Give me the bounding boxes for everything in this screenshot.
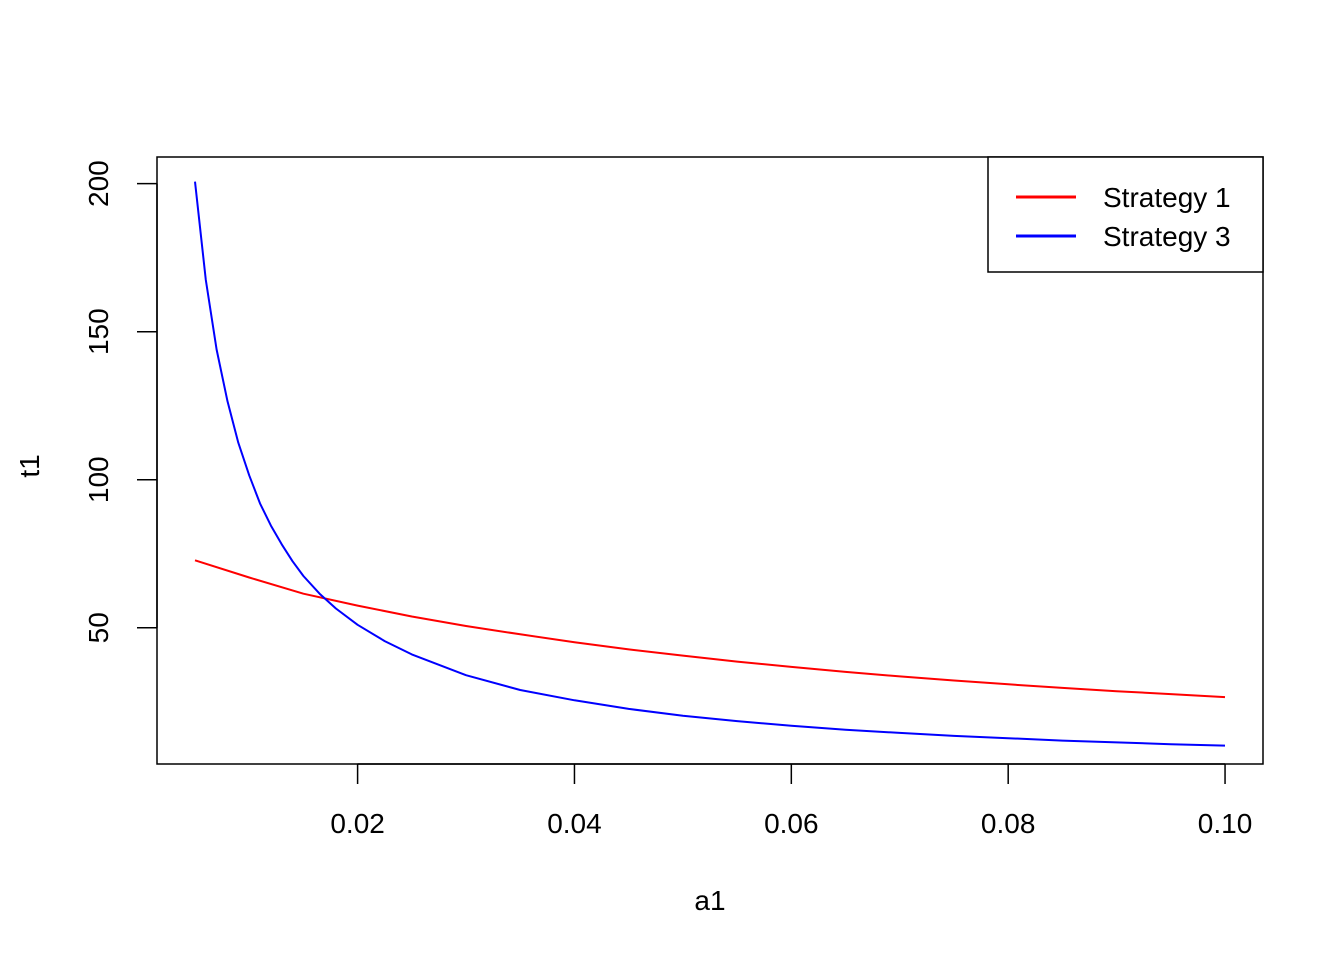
x-tick-label: 0.02	[330, 808, 385, 839]
legend: Strategy 1 Strategy 3	[987, 156, 1264, 273]
y-axis: 50 100 150 200	[83, 160, 158, 643]
series-line-strategy-3	[194, 181, 1226, 747]
x-tick-label: 0.06	[764, 808, 819, 839]
y-axis-label: t1	[14, 454, 45, 477]
legend-box	[987, 156, 1264, 273]
x-axis: 0.02 0.04 0.06 0.08 0.10	[330, 763, 1253, 839]
y-tick-label: 200	[83, 160, 114, 207]
series-layer	[194, 181, 1226, 747]
series-line-strategy-1	[194, 559, 1226, 699]
x-tick-label: 0.10	[1198, 808, 1253, 839]
x-tick-label: 0.04	[547, 808, 602, 839]
legend-label-strategy-3: Strategy 3	[1103, 221, 1231, 252]
y-tick-label: 100	[83, 456, 114, 503]
x-tick-label: 0.08	[981, 808, 1036, 839]
y-tick-label: 150	[83, 308, 114, 355]
y-tick-label: 50	[83, 612, 114, 643]
x-axis-label: a1	[694, 885, 725, 916]
legend-label-strategy-1: Strategy 1	[1103, 182, 1231, 213]
